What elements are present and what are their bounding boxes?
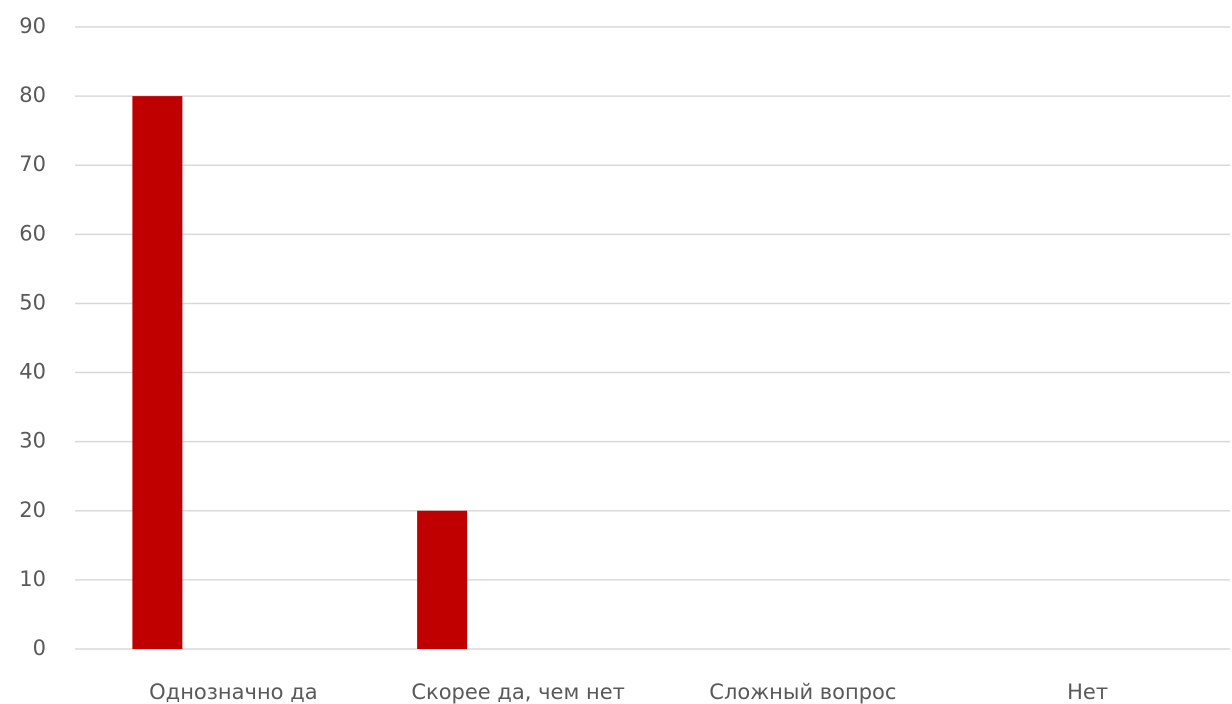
y-tick-label: 90: [19, 14, 46, 38]
y-tick-label: 30: [19, 429, 46, 453]
bar: [417, 510, 468, 649]
y-tick-label: 50: [19, 290, 46, 314]
x-tick-label: Однозначно да: [149, 680, 317, 704]
y-tick-label: 60: [19, 221, 46, 245]
bar: [132, 96, 183, 650]
y-tick-label: 20: [19, 498, 46, 522]
y-tick-label: 80: [19, 83, 46, 107]
y-tick-label: 70: [19, 152, 46, 176]
y-tick-label: 10: [19, 567, 46, 591]
x-tick-label: Нет: [1067, 680, 1108, 704]
x-tick-label: Скорее да, чем нет: [411, 680, 625, 704]
y-tick-label: 0: [33, 636, 46, 660]
x-tick-label: Сложный вопрос: [709, 680, 896, 704]
y-tick-label: 40: [19, 360, 46, 384]
